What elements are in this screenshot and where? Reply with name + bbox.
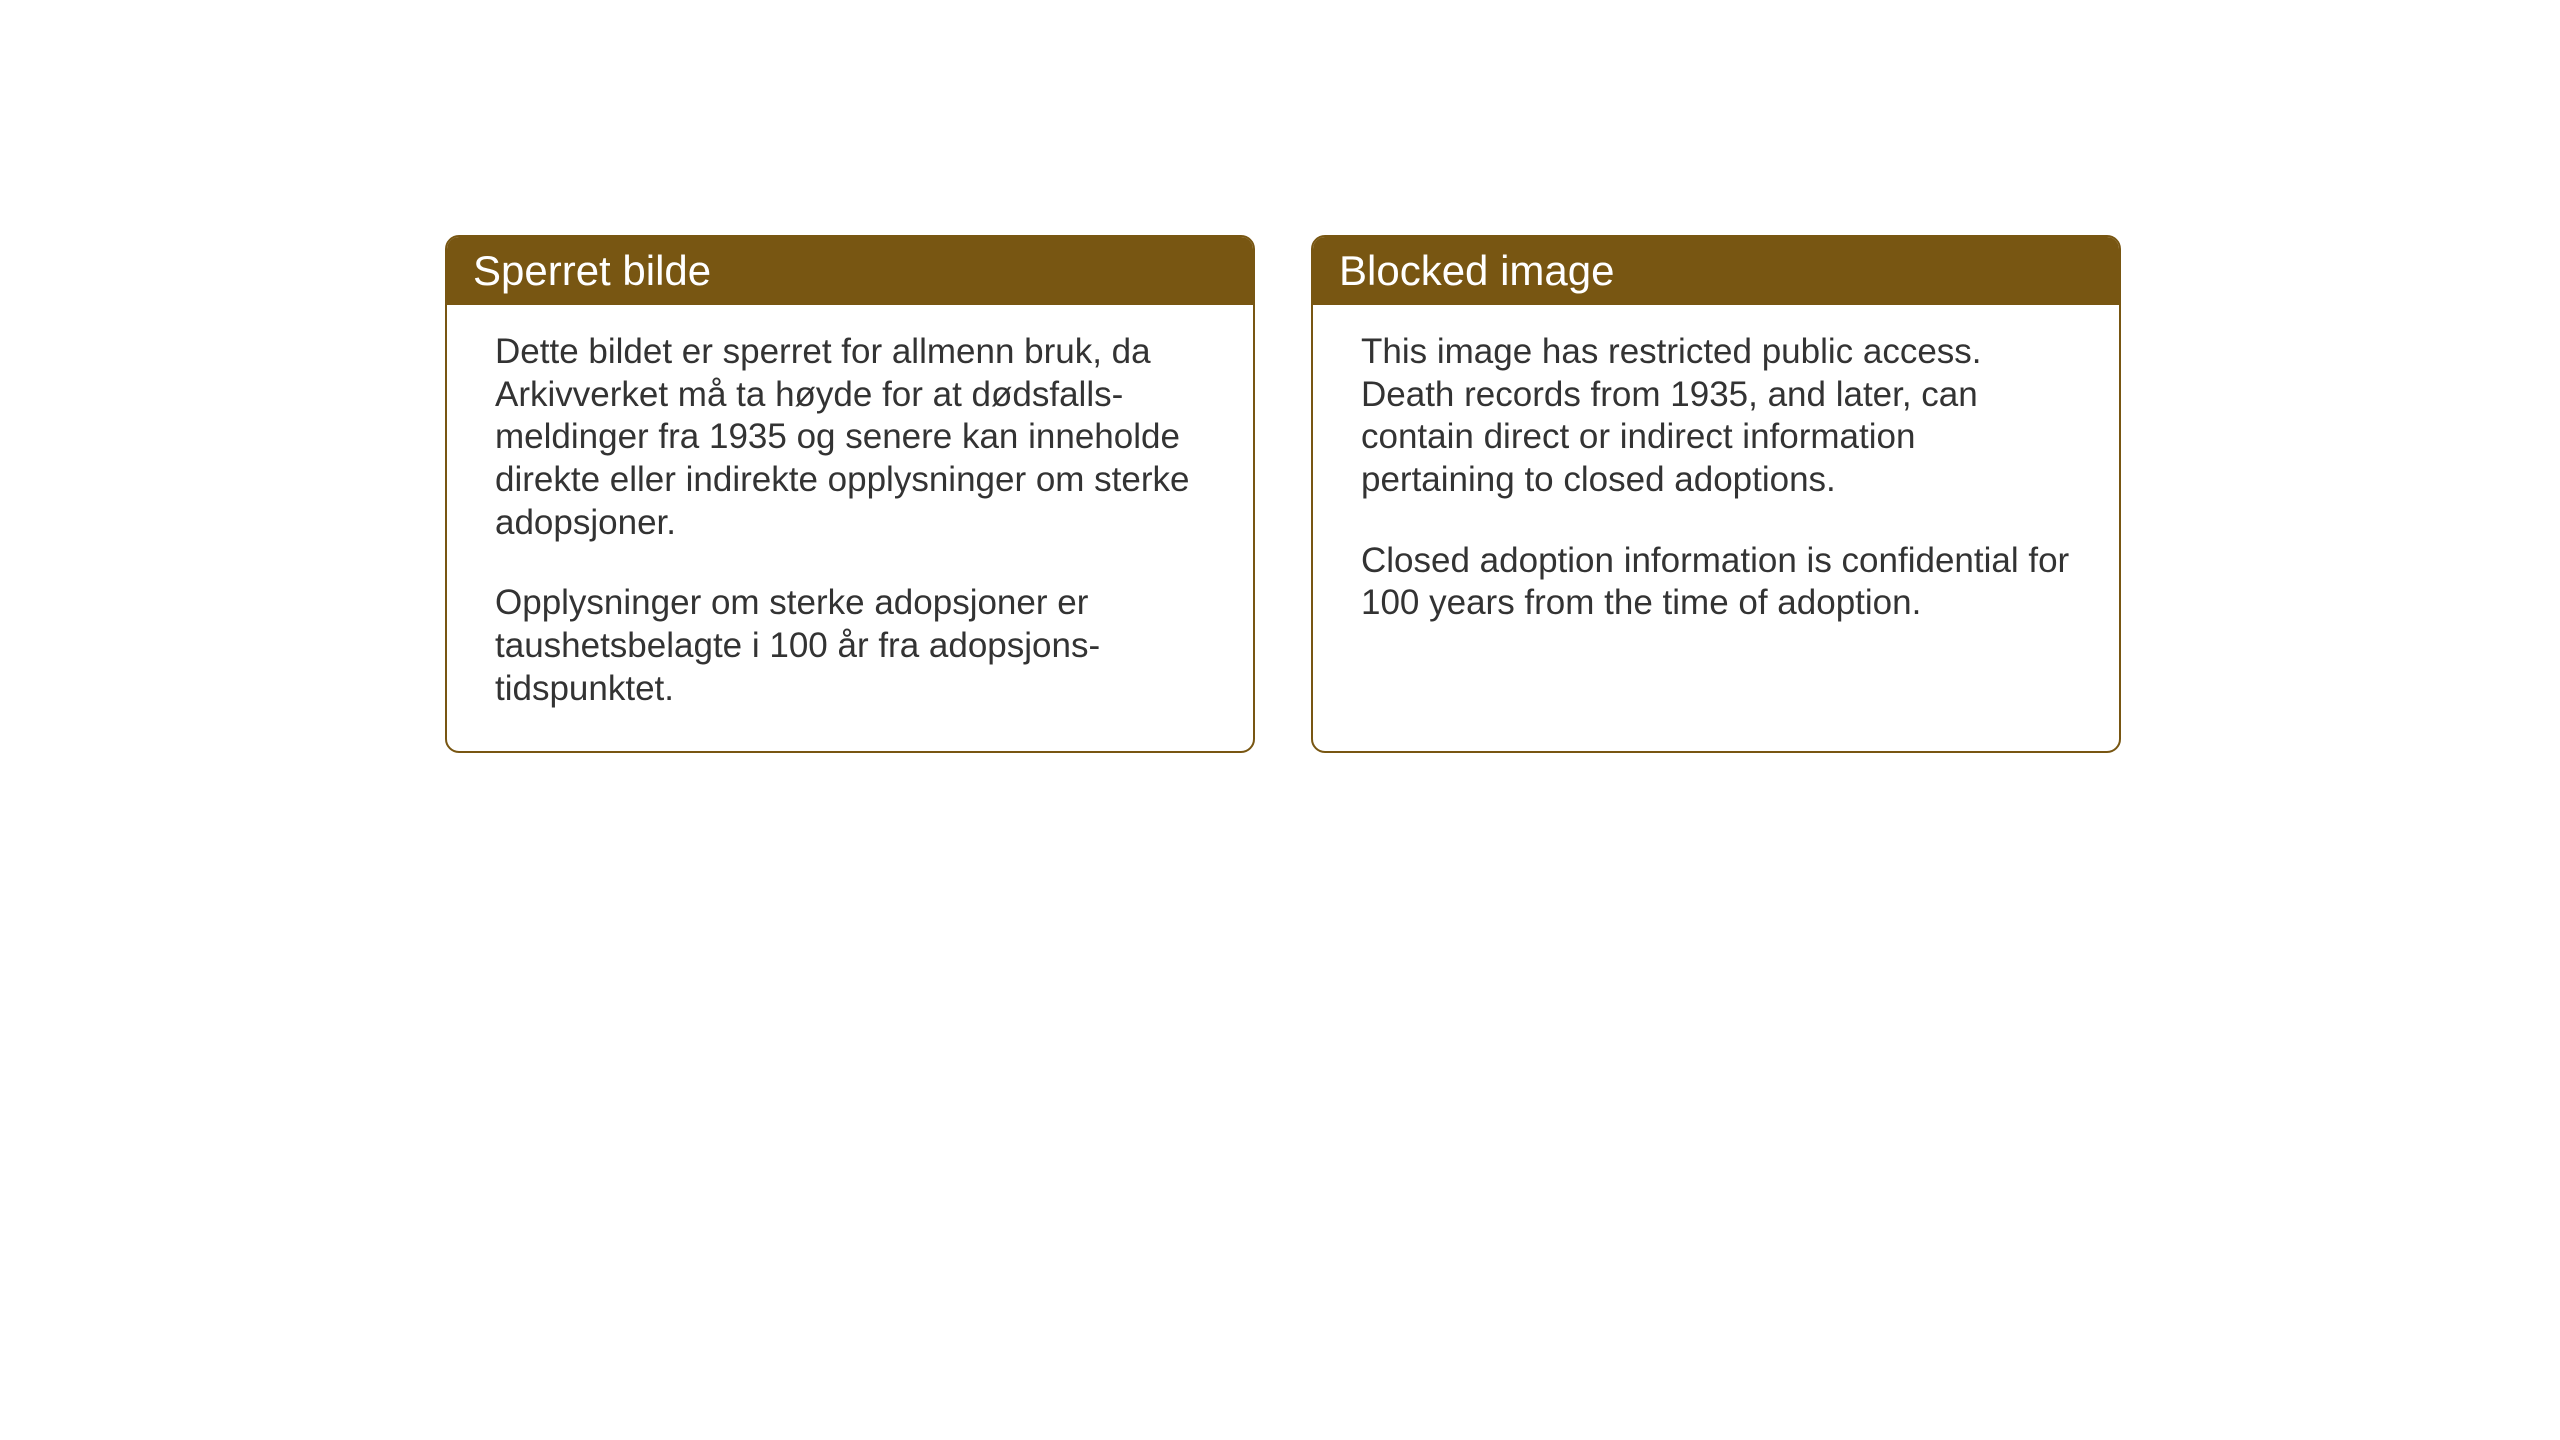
notice-card-english: Blocked image This image has restricted …	[1311, 235, 2121, 753]
card-header-norwegian: Sperret bilde	[447, 237, 1253, 305]
card-paragraph-2-norwegian: Opplysninger om sterke adopsjoner er tau…	[495, 582, 1205, 710]
notice-card-norwegian: Sperret bilde Dette bildet er sperret fo…	[445, 235, 1255, 753]
card-body-english: This image has restricted public access.…	[1313, 305, 2119, 725]
card-paragraph-2-english: Closed adoption information is confident…	[1361, 540, 2071, 625]
notice-container: Sperret bilde Dette bildet er sperret fo…	[445, 235, 2121, 753]
card-body-norwegian: Dette bildet er sperret for allmenn bruk…	[447, 305, 1253, 751]
card-paragraph-1-norwegian: Dette bildet er sperret for allmenn bruk…	[495, 331, 1205, 544]
card-header-english: Blocked image	[1313, 237, 2119, 305]
card-title-norwegian: Sperret bilde	[473, 247, 711, 294]
card-paragraph-1-english: This image has restricted public access.…	[1361, 331, 2071, 502]
card-title-english: Blocked image	[1339, 247, 1614, 294]
